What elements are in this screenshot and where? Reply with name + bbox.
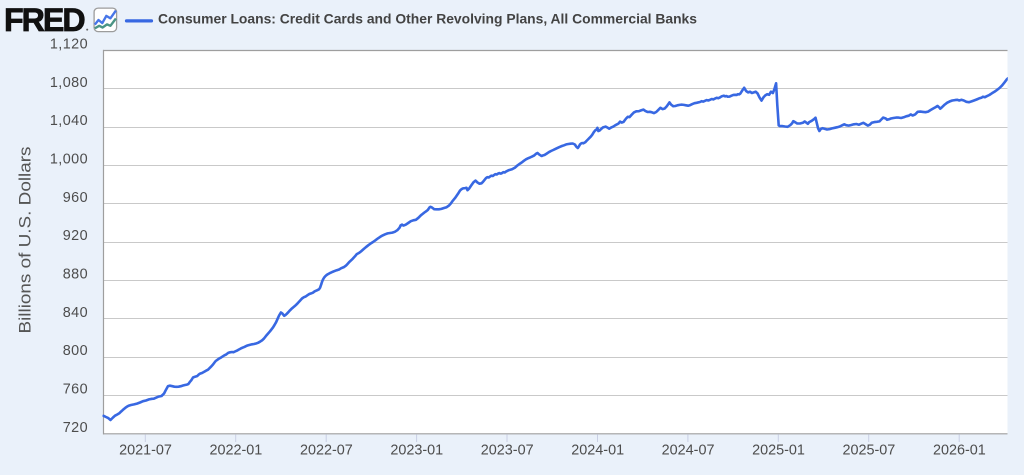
svg-text:2023-07: 2023-07 [481,443,534,459]
svg-text:Consumer Loans: Credit Cards a: Consumer Loans: Credit Cards and Other R… [158,12,697,27]
svg-text:2026-01: 2026-01 [933,443,986,459]
svg-text:800: 800 [63,343,88,359]
svg-text:2025-07: 2025-07 [842,443,895,459]
svg-text:2024-01: 2024-01 [571,443,624,459]
svg-text:720: 720 [63,420,88,436]
svg-text:1,000: 1,000 [50,152,88,168]
svg-text:Billions of U.S. Dollars: Billions of U.S. Dollars [16,147,35,334]
svg-text:2025-01: 2025-01 [752,443,805,459]
svg-text:880: 880 [63,267,88,283]
svg-text:760: 760 [63,382,88,398]
svg-text:2022-01: 2022-01 [209,443,262,459]
svg-text:920: 920 [63,228,88,244]
svg-text:1,040: 1,040 [50,113,88,129]
svg-text:FRED: FRED [4,2,84,38]
svg-text:2021-07: 2021-07 [119,443,172,459]
svg-text:2022-07: 2022-07 [300,443,353,459]
svg-text:960: 960 [63,190,88,206]
svg-text:840: 840 [63,305,88,321]
svg-text:2024-07: 2024-07 [662,443,715,459]
svg-text:1,080: 1,080 [50,75,88,91]
svg-text:2023-01: 2023-01 [390,443,443,459]
svg-text:1,120: 1,120 [50,37,88,53]
